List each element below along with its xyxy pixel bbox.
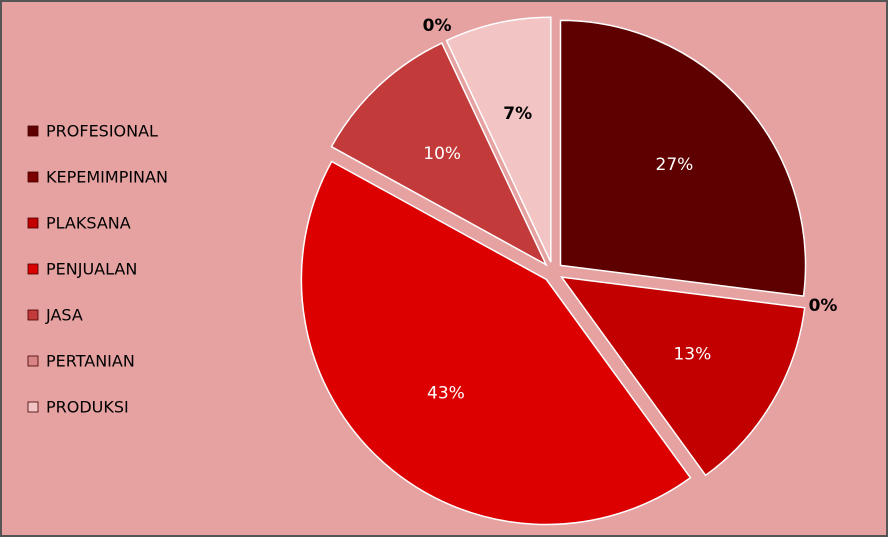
- legend-marker: [27, 171, 39, 183]
- legend-label: KEPEMIMPINAN: [46, 168, 168, 187]
- data-label: 27%: [656, 155, 694, 175]
- legend-marker: [27, 401, 39, 413]
- legend-marker: [27, 217, 39, 229]
- legend-label: JASA: [45, 306, 83, 325]
- data-label: 0%: [809, 296, 838, 316]
- data-label: 10%: [423, 144, 461, 164]
- legend-label: PERTANIAN: [46, 352, 135, 371]
- data-label: 7%: [503, 104, 532, 124]
- pie-slice: [559, 19, 807, 297]
- pie-slice: [559, 276, 806, 477]
- pie-slice: [445, 16, 552, 263]
- legend-label: PLAKSANA: [46, 214, 131, 233]
- pie-slice: [300, 160, 692, 526]
- legend-marker: [27, 125, 39, 137]
- pie-slice: [330, 42, 548, 267]
- legend-label: PENJUALAN: [46, 260, 137, 279]
- legend-label: PROFESIONAL: [46, 122, 158, 141]
- data-label: 43%: [427, 383, 465, 403]
- data-label: 13%: [673, 344, 711, 364]
- legend-marker: [27, 309, 39, 321]
- legend-label: PRODUKSI: [46, 398, 129, 417]
- legend-marker: [27, 263, 39, 275]
- data-label: 0%: [423, 16, 452, 36]
- legend-marker: [27, 355, 39, 367]
